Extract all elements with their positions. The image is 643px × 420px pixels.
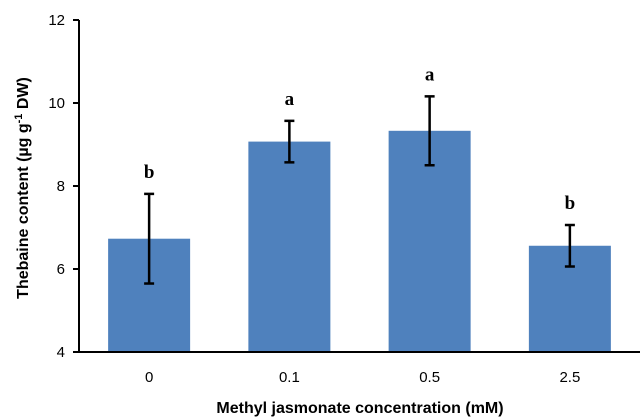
x-tick-labels-layer: 0 0.1 0.5 2.5 bbox=[145, 369, 580, 386]
y-axis-title-superscript: -1 bbox=[13, 114, 25, 124]
y-tick-label-10: 10 bbox=[48, 95, 65, 112]
x-tick-label-0.1: 0.1 bbox=[279, 369, 300, 386]
y-axis-title-main: Thebaine content (µg g bbox=[15, 123, 32, 298]
y-tick-label-6: 6 bbox=[57, 261, 65, 278]
bar-0.1 bbox=[248, 142, 330, 352]
significance-labels-layer: b a a b bbox=[144, 64, 575, 214]
x-tick-label-2.5: 2.5 bbox=[559, 369, 580, 386]
y-tick-labels-layer: 4 6 8 10 12 bbox=[48, 12, 65, 361]
y-tick-label-8: 8 bbox=[57, 178, 65, 195]
y-tick-label-4: 4 bbox=[57, 344, 65, 361]
bars-layer bbox=[108, 131, 611, 352]
significance-label-0: b bbox=[144, 162, 155, 183]
x-axis-title: Methyl jasmonate concentration (mM) bbox=[216, 400, 503, 417]
x-tick-label-0.5: 0.5 bbox=[419, 369, 440, 386]
significance-label-0.1: a bbox=[285, 89, 295, 110]
y-tick-label-12: 12 bbox=[48, 12, 65, 29]
y-axis-title: Thebaine content (µg g-1 DW) bbox=[13, 77, 32, 299]
significance-label-0.5: a bbox=[425, 64, 435, 85]
significance-label-2.5: b bbox=[565, 193, 576, 214]
error-bars-layer bbox=[144, 96, 575, 283]
x-tick-label-0: 0 bbox=[145, 369, 153, 386]
y-axis-title-unit: DW) bbox=[15, 77, 32, 113]
